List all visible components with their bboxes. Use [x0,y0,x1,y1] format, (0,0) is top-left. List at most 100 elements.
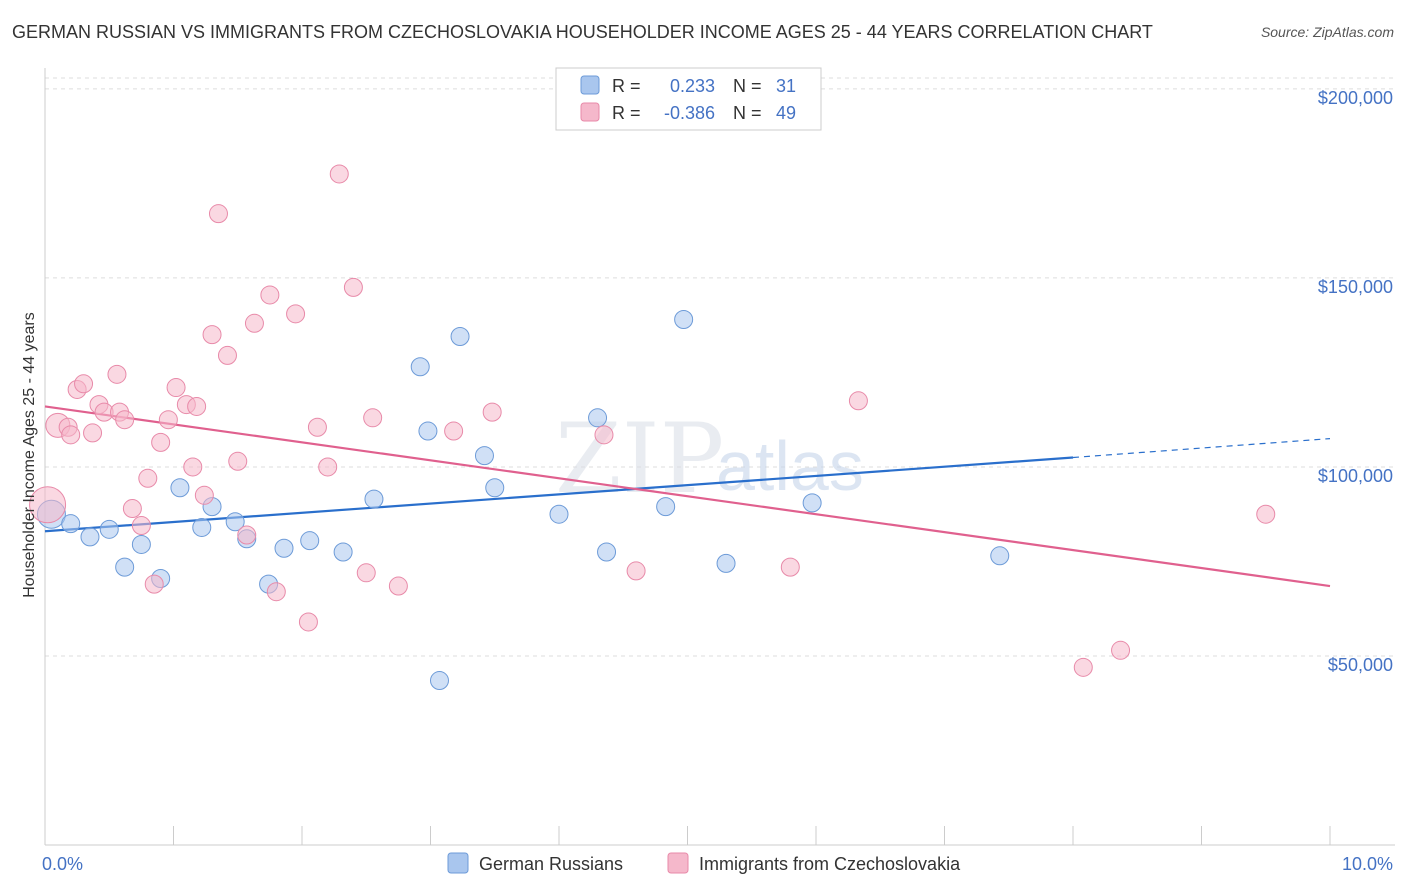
point-german-russians [364,489,384,509]
point-czechoslovakia [183,457,203,477]
y-tick-label: $200,000 [1318,88,1393,108]
legend-label-czechoslovakia: Immigrants from Czechoslovakia [699,854,961,874]
stats-n-value-1: 31 [776,76,796,96]
point-czechoslovakia [158,410,178,430]
point-czechoslovakia [166,378,186,398]
axes [44,68,1395,846]
point-german-russians [485,478,505,498]
point-czechoslovakia [848,391,868,411]
point-czechoslovakia [208,204,228,224]
point-czechoslovakia [260,285,280,305]
point-german-russians [549,504,569,524]
point-czechoslovakia [217,345,237,365]
stats-legend-pink-swatch [580,102,600,122]
point-czechoslovakia [356,563,376,583]
point-czechoslovakia [228,451,248,471]
point-czechoslovakia [74,374,94,394]
point-czechoslovakia [29,486,67,524]
point-german-russians [802,493,822,513]
stats-n-value-2: 49 [776,103,796,123]
point-czechoslovakia [1256,504,1276,524]
point-german-russians [300,531,320,551]
point-czechoslovakia [307,417,327,437]
point-czechoslovakia [187,396,207,416]
point-german-russians [192,517,212,537]
point-german-russians [115,557,135,577]
source-credit: Source: ZipAtlas.com [1260,24,1394,40]
point-german-russians [131,534,151,554]
point-czechoslovakia [107,364,127,384]
point-czechoslovakia [298,612,318,632]
point-czechoslovakia [138,468,158,488]
point-czechoslovakia [266,582,286,602]
point-german-russians [429,671,449,691]
point-czechoslovakia [1111,640,1131,660]
point-czechoslovakia [482,402,502,422]
point-czechoslovakia [318,457,338,477]
point-german-russians [410,357,430,377]
point-czechoslovakia [61,425,81,445]
trend-line [44,456,1074,533]
point-czechoslovakia [115,410,135,430]
point-czechoslovakia [122,499,142,519]
chart-title: GERMAN RUSSIAN VS IMMIGRANTS FROM CZECHO… [12,22,1153,42]
stats-r-value-1: 0.233 [670,76,715,96]
legend-swatch-czechoslovakia [667,852,689,874]
point-german-russians [597,542,617,562]
point-german-russians [333,542,353,562]
stats-legend-blue-swatch [580,75,600,95]
point-czechoslovakia [363,408,383,428]
y-tick-label: $50,000 [1328,655,1393,675]
point-german-russians [716,553,736,573]
x-tick-label-min: 0.0% [42,854,83,874]
point-czechoslovakia [151,432,171,452]
point-czechoslovakia [388,576,408,596]
point-czechoslovakia [244,313,264,333]
stats-r-label-2: R = [612,103,641,123]
y-tick-labels: $50,000 $100,000 $150,000 $200,000 [1318,88,1393,675]
stats-legend: R = 0.233 N = 31 R = -0.386 N = 49 [555,67,822,131]
trend-lines [44,405,1331,588]
point-german-russians [656,497,676,517]
point-german-russians [588,408,608,428]
point-czechoslovakia [780,557,800,577]
point-czechoslovakia [194,485,214,505]
stats-r-value-2: -0.386 [664,103,715,123]
data-points [29,164,1276,691]
point-czechoslovakia [144,574,164,594]
point-czechoslovakia [329,164,349,184]
stats-n-label-2: N = [733,103,762,123]
point-german-russians [674,310,694,330]
point-czechoslovakia [202,325,222,345]
point-german-russians [80,527,100,547]
trend-line [44,405,1331,588]
stats-r-label-1: R = [612,76,641,96]
point-czechoslovakia [237,525,257,545]
point-german-russians [170,478,190,498]
point-czechoslovakia [343,277,363,297]
point-czechoslovakia [286,304,306,324]
point-german-russians [274,538,294,558]
watermark-atlas: atlas [716,427,864,505]
legend-label-german-russians: German Russians [479,854,623,874]
point-german-russians [61,514,81,534]
point-czechoslovakia [626,561,646,581]
point-german-russians [450,327,470,347]
trend-line-extension [1072,437,1331,459]
y-tick-label: $150,000 [1318,277,1393,297]
point-czechoslovakia [83,423,103,443]
point-german-russians [99,519,119,539]
point-czechoslovakia [131,516,151,536]
point-czechoslovakia [1073,657,1093,677]
legend-swatch-german-russians [447,852,469,874]
point-czechoslovakia [594,425,614,445]
x-tick-label-max: 10.0% [1342,854,1393,874]
point-german-russians [990,546,1010,566]
y-axis-label: Householder Income Ages 25 - 44 years [21,312,38,598]
stats-n-label-1: N = [733,76,762,96]
point-german-russians [474,446,494,466]
point-german-russians [225,512,245,532]
y-tick-label: $100,000 [1318,466,1393,486]
point-german-russians [418,421,438,441]
